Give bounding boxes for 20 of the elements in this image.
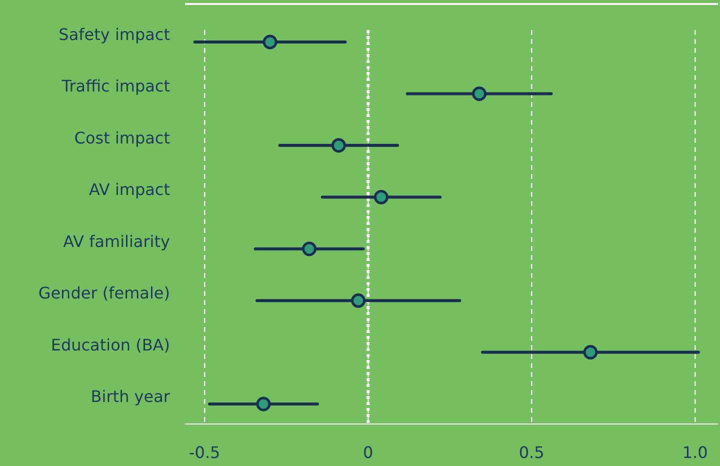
y-tick-label: Education (BA) [50,335,170,354]
point [331,138,346,153]
y-tick-label: AV impact [88,180,170,200]
x-tick-label: -0.5 [189,443,220,462]
point [351,293,366,308]
point [472,86,487,101]
x-tick-label: 1.0 [682,443,708,462]
point [256,396,271,412]
point [583,345,598,360]
x-tick-label: 0 [363,443,374,462]
point [374,190,388,204]
point [302,242,317,256]
x-tick-label: 0.5 [518,443,544,462]
y-tick-label: Cost impact [74,128,170,148]
point [262,34,278,50]
y-tick-label: Birth year [90,387,170,406]
y-tick-label: AV familiarity [63,232,170,251]
y-tick-label: Safety impact [58,25,170,44]
y-tick-label: Traffic impact [60,76,170,96]
y-tick-label: Gender (female) [38,284,170,303]
